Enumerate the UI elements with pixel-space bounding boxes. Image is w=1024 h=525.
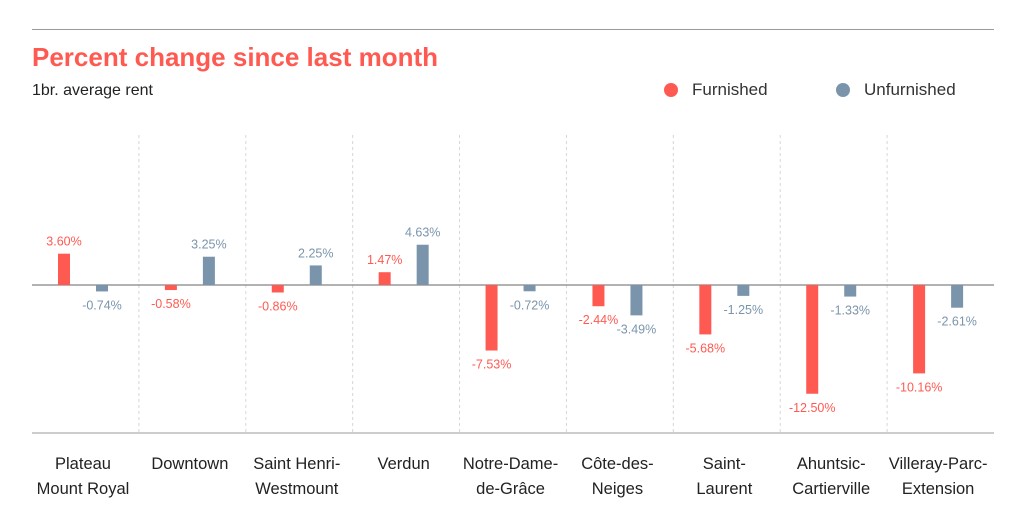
category-label-line: Mount Royal — [36, 480, 130, 498]
data-label-unfurnished: -0.72% — [510, 298, 550, 312]
category-label: Downtown — [130, 452, 250, 477]
category-label: Côte-des- Neiges — [557, 452, 677, 502]
legend-dot-furnished — [664, 83, 678, 97]
bar-furnished — [913, 285, 926, 374]
category-label-line: Neiges — [591, 480, 644, 498]
data-label-furnished: -7.53% — [472, 358, 512, 372]
bar-unfurnished — [523, 285, 536, 292]
data-label-furnished: -5.68% — [686, 341, 726, 355]
data-label-furnished: 1.47% — [367, 253, 402, 267]
bar-furnished — [806, 285, 819, 394]
legend-item-furnished: Furnished — [664, 80, 768, 100]
data-label-unfurnished: -2.61% — [937, 315, 977, 329]
category-label: Saint Henri- Westmount — [237, 452, 357, 502]
legend-dot-unfurnished — [836, 83, 850, 97]
legend-label-unfurnished: Unfurnished — [864, 80, 956, 99]
category-label: Notre-Dame-de-Grâce — [451, 452, 571, 502]
data-label-unfurnished: -1.25% — [724, 303, 764, 317]
category-label: Villeray-Parc- Extension — [878, 452, 998, 502]
data-label-unfurnished: 3.25% — [191, 238, 226, 252]
legend-item-unfurnished: Unfurnished — [836, 80, 956, 100]
data-label-furnished: -12.50% — [789, 401, 836, 415]
bar-unfurnished — [96, 285, 108, 292]
data-label-furnished: -0.86% — [258, 299, 298, 313]
category-label: Verdun — [344, 452, 464, 477]
top-rule — [32, 29, 994, 30]
bar-furnished — [699, 285, 712, 335]
data-label-unfurnished: -0.74% — [82, 298, 122, 312]
bar-unfurnished — [416, 244, 429, 285]
chart-subtitle: 1br. average rent — [32, 82, 153, 99]
data-label-furnished: -0.58% — [151, 297, 191, 311]
chart-title: Percent change since last month — [32, 42, 439, 72]
category-label-line: Extension — [901, 480, 975, 498]
data-label-unfurnished: 4.63% — [405, 226, 440, 240]
bar-furnished — [271, 285, 284, 293]
category-label-line: Westmount — [255, 480, 339, 498]
category-label-line: Downtown — [151, 455, 229, 473]
legend-label-furnished: Furnished — [692, 80, 768, 99]
category-label-line: Verdun — [377, 455, 430, 473]
category-label-line: Villeray-Parc- — [888, 455, 988, 473]
category-label-line: Saint Henri- — [253, 455, 341, 473]
bar-furnished — [485, 285, 498, 351]
category-label: Plateau Mount Royal — [23, 452, 143, 502]
data-label-furnished: -2.44% — [579, 313, 619, 327]
category-label: Saint- Laurent — [664, 452, 784, 502]
data-label-furnished: -10.16% — [896, 380, 943, 394]
bar-unfurnished — [309, 265, 322, 285]
category-label-line: Notre-Dame- — [462, 455, 559, 473]
legend: Furnished Unfurnished — [664, 80, 994, 104]
bar-furnished — [58, 253, 70, 285]
category-label: Ahuntsic- Cartierville — [771, 452, 891, 502]
bar-unfurnished — [630, 285, 643, 316]
category-label-line: de-Grâce — [476, 480, 545, 498]
bar-furnished — [592, 285, 605, 307]
bar-furnished — [378, 272, 391, 285]
category-label-line: Laurent — [696, 480, 753, 498]
data-label-unfurnished: 2.25% — [298, 246, 333, 260]
bar-furnished — [164, 285, 177, 291]
category-label-line: Cartierville — [792, 480, 871, 498]
data-label-unfurnished: -1.33% — [830, 304, 870, 318]
bar-unfurnished — [202, 256, 215, 285]
data-label-furnished: 3.60% — [46, 235, 81, 249]
bar-unfurnished — [844, 285, 857, 297]
bar-unfurnished — [951, 285, 964, 308]
category-label-line: Côte-des- — [581, 455, 654, 473]
category-label-line: Plateau — [55, 455, 111, 473]
bar-unfurnished — [737, 285, 750, 296]
category-label-line: Saint- — [702, 455, 746, 473]
category-label-line: Ahuntsic- — [796, 455, 866, 473]
data-label-unfurnished: -3.49% — [617, 322, 657, 336]
